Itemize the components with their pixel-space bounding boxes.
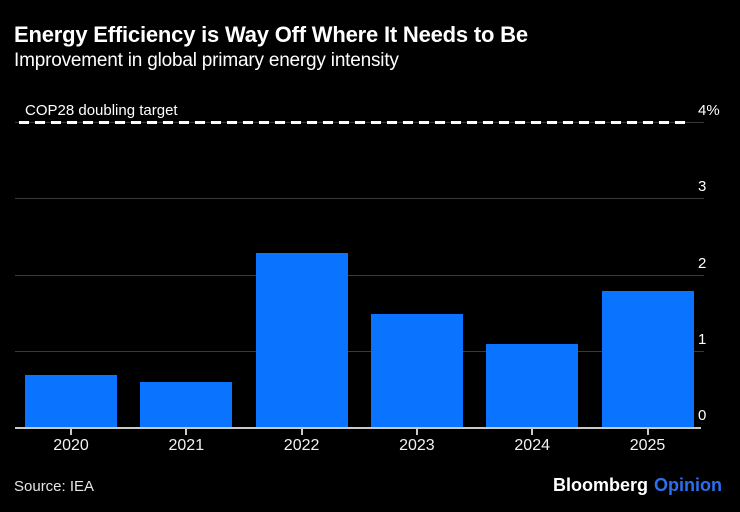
chart-subtitle: Improvement in global primary energy int… [14,50,399,71]
x-axis-label-2021: 2021 [168,437,205,454]
x-axis-label-2020: 2020 [53,437,89,454]
source-note: Source: IEA [14,478,95,495]
brand-bloomberg: Bloomberg [553,475,649,495]
bar-2025 [601,290,694,428]
x-tick-2022 [300,428,303,435]
y-axis-label-1: 1 [698,330,707,348]
x-tick-2025 [646,428,649,435]
x-axis-label-2024: 2024 [514,437,550,454]
bar-2024 [486,344,579,428]
target-line-label: COP28 doubling target [25,102,178,119]
bar-2021 [140,382,233,428]
x-axis-label-2023: 2023 [399,437,435,454]
y-axis-label-3: 3 [698,178,707,196]
x-tick-2024 [531,428,534,435]
x-tick-2020 [70,428,72,435]
target-dashed-line [19,121,688,124]
gridline-2 [15,274,704,276]
gridline-3 [15,198,704,200]
x-axis-line [15,427,701,429]
y-axis-label-4: 4% [698,102,720,119]
y-axis-label-0: 0 [698,407,707,424]
brand-opinion: Opinion [654,475,722,495]
brand-logo: Bloomberg Opinion [553,475,722,496]
x-tick-2023 [415,428,418,435]
x-tick-2021 [185,428,188,435]
x-axis-label-2025: 2025 [629,437,666,454]
x-axis-label-2022: 2022 [283,437,320,454]
gridline-1 [15,350,704,352]
bar-2023 [370,313,463,428]
chart-title: Energy Efficiency is Way Off Where It Ne… [14,22,528,47]
bar-2020 [25,374,117,428]
bar-2022 [255,252,348,428]
y-axis-label-2: 2 [698,254,707,272]
